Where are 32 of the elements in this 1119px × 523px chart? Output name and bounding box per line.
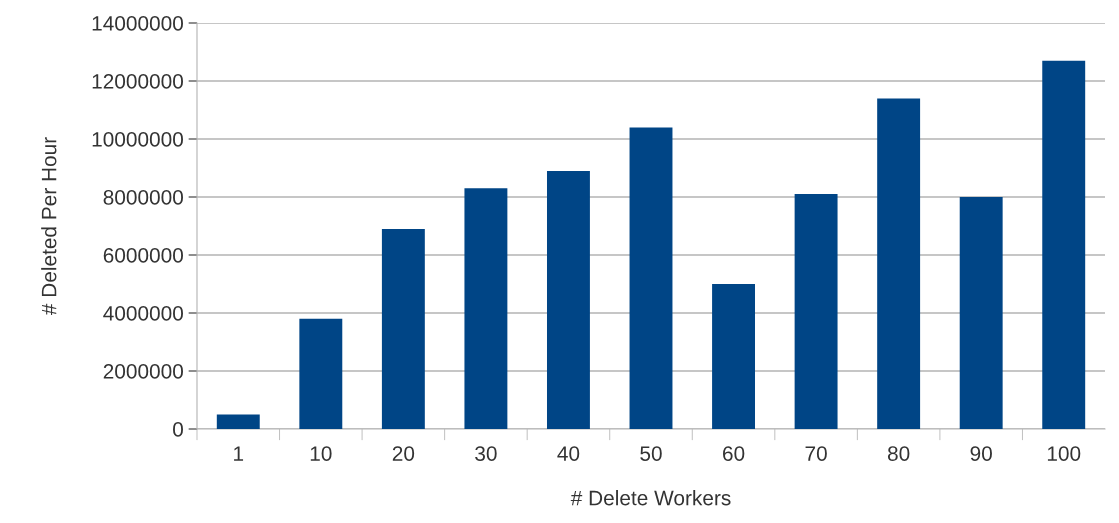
bar [629, 127, 673, 429]
bar [712, 284, 756, 429]
x-tick-label: 80 [887, 446, 910, 461]
bar [546, 170, 590, 429]
x-tick-label: 10 [310, 446, 332, 461]
y-tick-label: 14000000 [92, 16, 183, 31]
y-tick-label: 6000000 [103, 248, 183, 263]
bar [959, 197, 1003, 429]
x-tick-label: 40 [557, 446, 580, 461]
x-tick-label: 100 [1047, 446, 1081, 461]
x-tick-label: 1 [234, 446, 244, 461]
bar [877, 98, 921, 429]
x-tick-label: 20 [392, 446, 415, 461]
x-tick-label: 90 [970, 446, 992, 461]
bar [794, 194, 838, 429]
x-axis-title: # Delete Workers [570, 490, 731, 506]
bar [1042, 60, 1086, 429]
y-tick-label: 2000000 [103, 364, 183, 379]
x-tick-label: 70 [805, 446, 827, 461]
bar [464, 188, 508, 429]
bar [299, 318, 343, 429]
bar [216, 414, 260, 429]
x-tick-label: 30 [475, 446, 497, 461]
y-tick-label: 10000000 [92, 132, 183, 147]
y-tick-label: 4000000 [103, 306, 183, 321]
x-tick-label: 60 [723, 446, 745, 461]
y-axis-title: # Deleted Per Hour [41, 137, 57, 316]
y-tick-label: 0 [173, 422, 183, 437]
x-tick-label: 50 [640, 446, 662, 461]
y-tick-label: 8000000 [103, 190, 183, 205]
y-tick-label: 12000000 [92, 74, 183, 89]
bar [381, 228, 425, 429]
